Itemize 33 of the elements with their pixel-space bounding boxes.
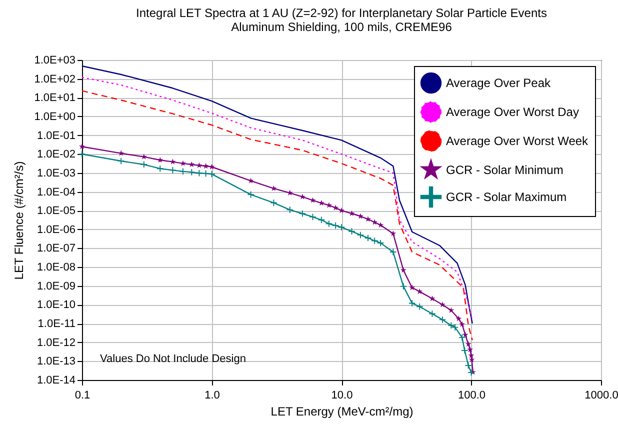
chart-title: Integral LET Spectra at 1 AU (Z=2-92) for Interplanetary Solar Particle Events [136, 6, 547, 20]
y-tick-label: 1.0E-05 [36, 205, 76, 218]
legend-label: GCR - Solar Minimum [446, 163, 564, 177]
y-tick-label: 1.0E+02 [34, 73, 76, 86]
y-tick-label: 1.0E+03 [34, 54, 76, 66]
x-tick-label: 10.0 [331, 390, 353, 402]
legend-label: Average Over Peak [446, 76, 552, 90]
chart-subtitle: Aluminum Shielding, 100 mils, CREME96 [231, 20, 452, 34]
legend-label: Average Over Worst Day [446, 105, 579, 119]
y-tick-label: 1.0E-11 [38, 318, 76, 330]
y-tick-label: 1.0E-06 [36, 224, 76, 236]
y-tick-label: 1.0E+01 [34, 92, 76, 104]
y-tick-label: 1.0E-08 [36, 262, 76, 274]
y-axis-title: LET Fluence (#/cm²/s) [12, 161, 26, 280]
x-tick-label: 0.1 [74, 390, 90, 402]
x-axis-title: LET Energy (MeV-cm²/mg) [270, 404, 414, 418]
x-tick-label: 100.0 [458, 390, 486, 402]
y-tick-label: 1.0E-03 [36, 167, 76, 180]
legend-label: Average Over Worst Week [446, 134, 590, 148]
y-tick-label: 1.0E-04 [36, 186, 76, 198]
y-tick-label: 1.0E-09 [36, 280, 76, 292]
y-tick-label: 1.0E-12 [36, 336, 76, 349]
y-tick-label: 1.0E-07 [36, 242, 76, 255]
annotation: Values Do Not Include Design [100, 353, 246, 365]
y-tick-label: 1.0E-02 [36, 148, 76, 161]
y-tick-label: 1.0E-13 [36, 356, 76, 368]
y-tick-label: 1.0E-14 [36, 374, 76, 386]
legend-label: GCR - Solar Maximum [446, 190, 567, 204]
y-tick-label: 1.0E-01 [36, 130, 76, 142]
x-tick-label: 1000.0 [584, 390, 618, 402]
x-tick-label: 1.0 [204, 390, 220, 402]
y-tick-label: 1.0E+00 [34, 110, 76, 123]
y-tick-label: 1.0E-10 [36, 299, 76, 312]
